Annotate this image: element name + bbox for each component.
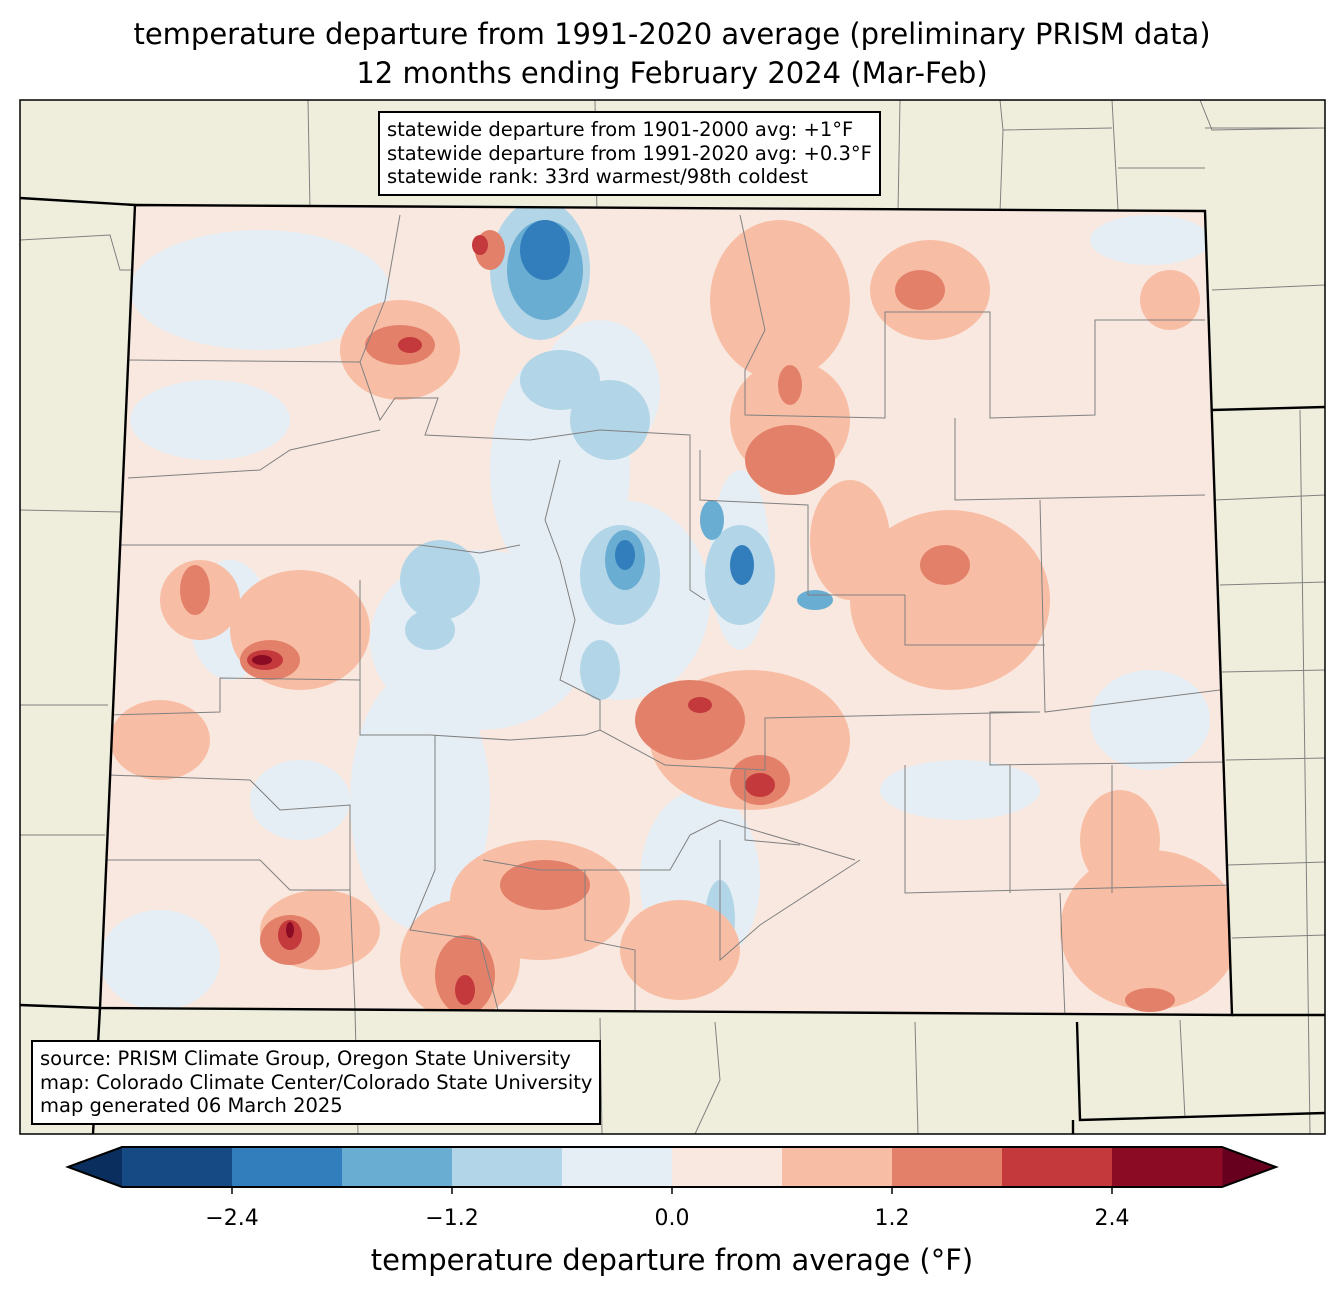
source-line-prism: source: PRISM Climate Group, Oregon Stat… (40, 1047, 571, 1070)
colorbar-extend-high (1222, 1147, 1276, 1187)
colorbar-bin (452, 1147, 563, 1187)
temperature-anomaly-region (688, 697, 712, 713)
temperature-anomaly-region (778, 365, 802, 405)
temperature-anomaly-region (745, 425, 835, 495)
temperature-anomaly-region (635, 680, 745, 760)
colorbar-tick-label: −2.4 (205, 1206, 259, 1231)
temperature-anomaly-region (1125, 988, 1175, 1012)
source-line-map: map: Colorado Climate Center/Colorado St… (40, 1070, 593, 1094)
colorbar-bin (562, 1147, 673, 1187)
colorbar-bin (122, 1147, 233, 1187)
county-lines (105, 214, 1232, 1015)
colorbar-tick-label: −1.2 (425, 1206, 479, 1231)
temperature-anomaly-region (500, 860, 590, 910)
temperature-anomaly-region (405, 610, 455, 650)
temperature-anomaly-region (455, 975, 475, 1005)
colorbar-bin (1002, 1147, 1113, 1187)
colorbar-tick-label: 0.0 (654, 1206, 690, 1231)
colorbar-bin (232, 1147, 343, 1187)
colorbar-extend-low (68, 1147, 122, 1187)
temperature-anomaly-region (810, 480, 890, 600)
colorbar-bin (1112, 1147, 1223, 1187)
stats-line-1901-2000: statewide departure from 1901-2000 avg: … (387, 118, 854, 141)
temperature-anomaly-region (130, 380, 290, 460)
temperature-anomaly-region (110, 700, 210, 780)
map-title-line1: temperature departure from 1991-2020 ave… (133, 17, 1211, 51)
temperature-anomaly-region (100, 910, 220, 1010)
temperature-anomaly-region (797, 590, 833, 610)
temperature-anomaly-region (880, 760, 1040, 820)
temperature-anomaly-region (286, 922, 294, 938)
temperature-anomaly-region (1090, 670, 1210, 770)
colorbar-tick-label: 1.2 (874, 1206, 910, 1231)
colorado-state-border (98, 203, 1234, 1017)
temperature-anomaly-region (700, 500, 724, 540)
temperature-anomaly-region (252, 655, 272, 665)
temperature-anomaly-region (580, 640, 620, 700)
colorbar-label: temperature departure from average (°F) (370, 1243, 974, 1277)
neighbor-county-lines (20, 100, 1325, 1134)
colorbar-outline (65, 1146, 1279, 1188)
temperature-anomaly-region (472, 235, 488, 255)
colorbar-bin (892, 1147, 1003, 1187)
temperature-anomaly-region (570, 380, 650, 460)
temperature-anomaly-region (730, 545, 754, 585)
temperature-anomaly-region (620, 900, 740, 1000)
source-box: source: PRISM Climate Group, Oregon Stat… (31, 1040, 602, 1125)
temperature-anomaly-region (615, 540, 635, 570)
map-title-line2: 12 months ending February 2024 (Mar-Feb) (356, 56, 988, 90)
temperature-anomaly-region (895, 270, 945, 310)
stats-line-1991-2020: statewide departure from 1991-2020 avg: … (387, 141, 872, 165)
temperature-anomaly-region (1080, 790, 1160, 890)
colorbar-bin (672, 1147, 783, 1187)
state-boundaries (19, 196, 1326, 1135)
temperature-anomaly-region (398, 337, 422, 353)
temperature-anomaly-region (745, 773, 775, 797)
colorbar-bin (342, 1147, 453, 1187)
temperature-anomaly-region (1060, 850, 1232, 1010)
temperature-anomaly-region (1140, 270, 1200, 330)
colorbar-bin (782, 1147, 893, 1187)
stats-line-rank: statewide rank: 33rd warmest/98th coldes… (387, 165, 808, 188)
temperature-anomaly-region (130, 230, 390, 350)
temperature-anomaly-region (400, 540, 480, 620)
temperature-anomaly-region (710, 220, 850, 380)
source-line-generated: map generated 06 March 2025 (40, 1094, 343, 1117)
temperature-anomaly-region (250, 760, 350, 840)
temperature-anomaly-region (180, 565, 210, 615)
colorbar (65, 1146, 1279, 1194)
temperature-anomaly-region (520, 220, 570, 280)
statewide-stats-box: statewide departure from 1901-2000 avg: … (378, 111, 881, 196)
map-frame (19, 99, 1326, 1135)
colorbar-tick-label: 2.4 (1094, 1206, 1130, 1231)
temperature-anomaly-region (920, 545, 970, 585)
temperature-anomaly-region (1090, 215, 1210, 265)
